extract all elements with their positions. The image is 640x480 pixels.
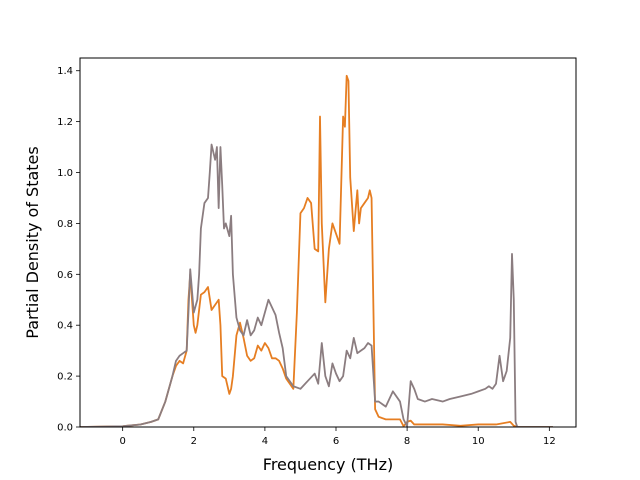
plot-lines <box>80 74 553 427</box>
x-tick-label: 8 <box>404 436 410 447</box>
x-axis-label: Frequency (THz) <box>263 455 393 474</box>
y-tick-label: 1.4 <box>57 66 73 77</box>
series-line-2 <box>80 143 553 427</box>
y-tick-label: 1.0 <box>57 168 73 179</box>
y-tick-label: 0.0 <box>57 423 73 434</box>
y-tick-label: 0.2 <box>57 372 73 383</box>
y-tick-label: 0.4 <box>57 321 73 332</box>
plot-frame <box>79 57 577 428</box>
x-axis-ticks: 0 2 4 6 8 10 12 <box>119 427 556 447</box>
x-tick-label: 4 <box>262 436 268 447</box>
y-axis-ticks: 0.0 0.2 0.4 0.6 0.8 1.0 1.2 1.4 <box>57 66 80 434</box>
x-tick-label: 0 <box>119 436 125 447</box>
y-tick-label: 0.6 <box>57 270 73 281</box>
x-tick-label: 12 <box>543 436 556 447</box>
x-tick-label: 2 <box>191 436 197 447</box>
y-tick-label: 0.8 <box>57 219 73 230</box>
y-tick-label: 1.2 <box>57 117 73 128</box>
x-tick-label: 10 <box>472 436 485 447</box>
x-tick-label: 6 <box>333 436 339 447</box>
y-axis-label: Partial Density of States <box>23 146 42 338</box>
series-line-1 <box>80 74 553 427</box>
